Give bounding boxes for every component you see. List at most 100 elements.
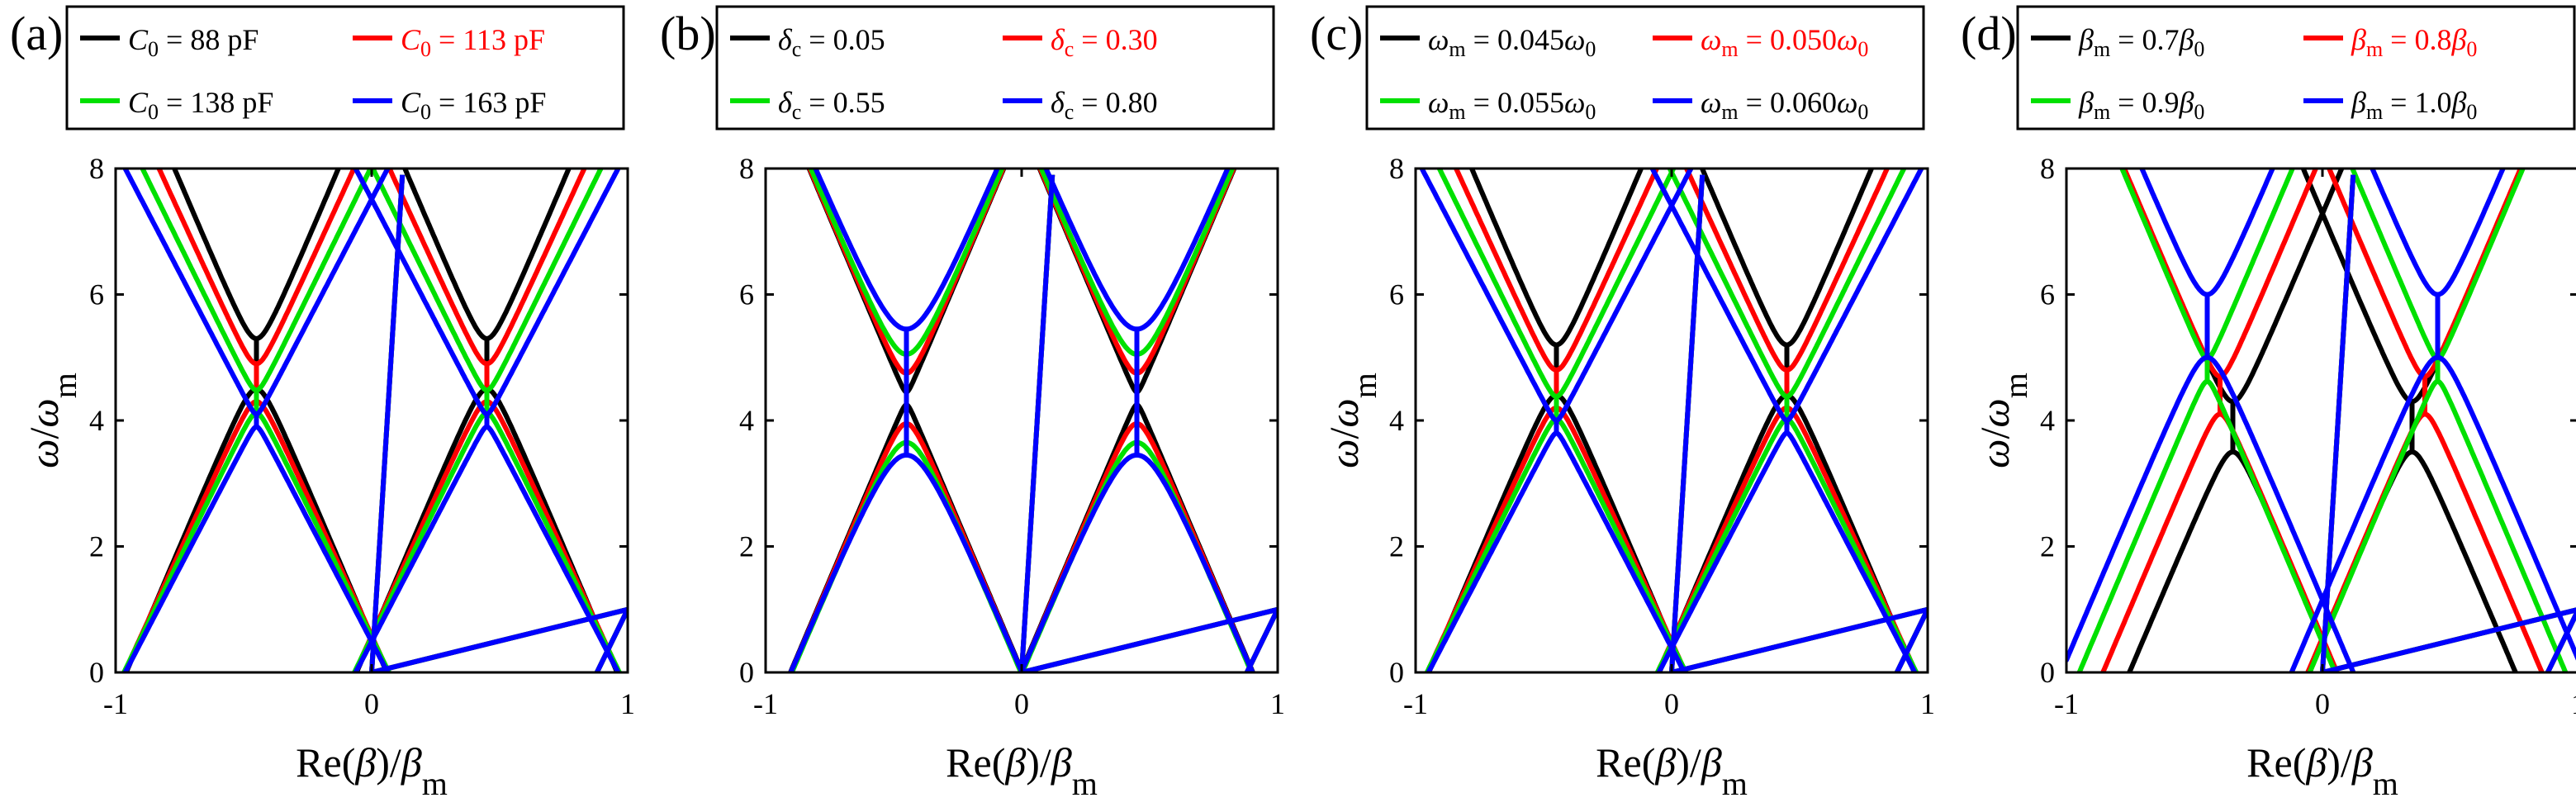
series-branch xyxy=(401,169,572,341)
x-tick-label: 0 xyxy=(2315,687,2330,720)
legend-entry: C0 = 113 pF xyxy=(401,23,545,61)
curves xyxy=(766,106,1278,672)
series-light-line xyxy=(766,106,1278,672)
panel-c: (c) ωm = 0.045ω0 ωm = 0.050ω0 ωm = 0.055ω0 ω… xyxy=(1310,5,1935,802)
series-branch xyxy=(1699,169,1875,348)
y-axis-label: ω/ωm xyxy=(1971,373,2034,468)
curves xyxy=(1419,169,1928,672)
y-tick-label: 0 xyxy=(89,656,104,689)
y-tick-label: 6 xyxy=(89,278,104,311)
series-light-line xyxy=(116,106,628,672)
x-tick-label: -1 xyxy=(1403,687,1428,720)
series-branch xyxy=(353,424,621,672)
legend-entry: ωm = 0.045ω0 xyxy=(1428,23,1596,61)
panel-d: (d) βm = 0.7β0 βm = 0.8β0 βm = 0.9β0 βm = 1.… xyxy=(1961,5,2576,802)
y-tick-label: 4 xyxy=(739,404,754,437)
series-branch xyxy=(788,420,1025,672)
series-light-line xyxy=(1895,608,1928,672)
panel-a: (a) C0 = 88 pF C0 = 113 pF C0 = 138 pF C0 = … xyxy=(10,5,635,802)
legend-entry: δc = 0.05 xyxy=(778,23,885,61)
y-tick-label: 0 xyxy=(1389,656,1404,689)
y-tick-label: 8 xyxy=(2040,152,2055,185)
x-axis-label: Re(β)/βm xyxy=(296,739,448,802)
series-light-line xyxy=(1671,606,1928,672)
series-light-line xyxy=(2545,609,2576,672)
legend-entry: δc = 0.30 xyxy=(1051,23,1158,61)
y-tick-label: 8 xyxy=(1389,152,1404,185)
panel-label: (a) xyxy=(10,7,63,60)
series-branch xyxy=(1667,169,1907,399)
series-branch xyxy=(140,169,373,393)
legend-entry: δc = 0.80 xyxy=(1051,86,1158,124)
x-tick-label: -1 xyxy=(753,687,778,720)
x-tick-label: 1 xyxy=(620,687,635,720)
y-tick-label: 2 xyxy=(89,530,104,563)
series-branch xyxy=(1419,169,1694,423)
series-branch xyxy=(122,424,391,672)
series-branch xyxy=(789,439,1024,672)
legend-entry: C0 = 88 pF xyxy=(128,23,259,61)
series-light-line xyxy=(2066,106,2576,672)
x-tick-label: 1 xyxy=(1270,687,1285,720)
x-tick-label: 1 xyxy=(1920,687,1935,720)
series-light-line xyxy=(766,131,1278,672)
x-axis-label: Re(β)/βm xyxy=(2246,739,2398,802)
series-branch xyxy=(171,169,342,341)
y-axis-label: ω/ωm xyxy=(1321,373,1383,468)
y-tick-label: 0 xyxy=(739,656,754,689)
series-light-line xyxy=(991,175,1022,672)
series-light-line xyxy=(371,606,628,672)
x-tick-label: 0 xyxy=(1664,687,1679,720)
series-branch xyxy=(1649,169,1924,423)
y-tick-label: 4 xyxy=(2040,404,2055,437)
series-light-line xyxy=(595,608,628,672)
series-branch xyxy=(1019,439,1255,672)
panel-label: (d) xyxy=(1961,7,2017,60)
series-branch xyxy=(788,452,1025,672)
y-tick-label: 6 xyxy=(2040,278,2055,311)
x-tick-label: 0 xyxy=(364,687,379,720)
series-branch xyxy=(1043,169,1231,332)
legend-box xyxy=(1365,5,1925,131)
panel-b: (b) δc = 0.05 δc = 0.30 δc = 0.55 δc = 0.80 0… xyxy=(660,5,1285,802)
y-tick-label: 2 xyxy=(739,530,754,563)
x-tick-label: 0 xyxy=(1014,687,1029,720)
series-light-line xyxy=(2320,174,2356,672)
series-branch xyxy=(353,169,621,417)
series-branch xyxy=(122,169,391,417)
series-branch xyxy=(1468,169,1644,348)
series-branch xyxy=(1018,420,1255,672)
curves xyxy=(116,106,628,673)
series-light-line xyxy=(1019,174,1056,672)
x-axis-label: Re(β)/βm xyxy=(1596,739,1748,802)
series-branch xyxy=(2066,354,2356,672)
curves xyxy=(2066,106,2576,672)
y-tick-label: 8 xyxy=(89,152,104,185)
legend-entry: ωm = 0.060ω0 xyxy=(1701,86,1868,124)
legend-entry: βm = 1.0β0 xyxy=(2351,86,2477,124)
x-axis-label: Re(β)/βm xyxy=(946,739,1098,802)
y-tick-label: 4 xyxy=(1389,404,1404,437)
legend-box xyxy=(2016,5,2576,131)
series-branch xyxy=(813,169,1000,332)
series-branch xyxy=(370,169,604,393)
series-light-line xyxy=(766,118,1278,672)
legend-entry: ωm = 0.055ω0 xyxy=(1428,86,1596,124)
legend-entry: ωm = 0.050ω0 xyxy=(1701,23,1868,61)
y-tick-label: 0 xyxy=(2040,656,2055,689)
y-tick-label: 2 xyxy=(2040,530,2055,563)
series-branch xyxy=(1656,430,1918,672)
y-tick-label: 4 xyxy=(89,404,104,437)
series-light-line xyxy=(1669,174,1705,672)
panel-label: (c) xyxy=(1310,7,1363,60)
y-axis-label: ω/ωm xyxy=(21,373,83,468)
legend-box xyxy=(65,5,625,131)
y-tick-label: 2 xyxy=(1389,530,1404,563)
series-light-line xyxy=(1021,606,1278,672)
legend-entry: βm = 0.9β0 xyxy=(2078,86,2204,124)
series-light-line xyxy=(1245,608,1278,672)
legend-entry: βm = 0.7β0 xyxy=(2078,23,2204,61)
series-light-line xyxy=(116,144,628,673)
series-light-line xyxy=(2322,607,2576,672)
